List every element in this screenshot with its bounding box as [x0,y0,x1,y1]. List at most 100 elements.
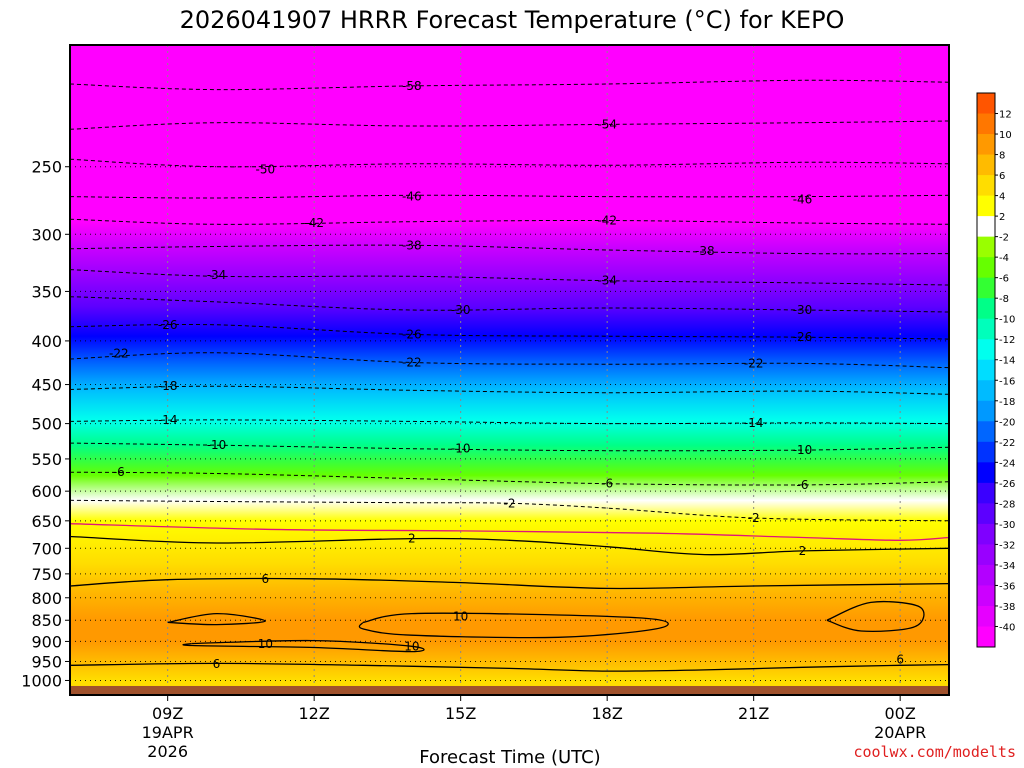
credit-text: coolwx.com/modelts [853,743,1016,761]
grid [70,45,949,695]
colorbar-tick-label: -8 [999,294,1009,305]
colorbar-swatch [977,626,995,648]
contours: -58 -54 -50 -46 -46 -42 -42 -38 -38 -34 -34 -30 -30 -… [70,79,949,672]
isotherm-contour [70,419,949,425]
contour-label: -6 [113,465,125,479]
colorbar-tick-label: 2 [999,212,1005,223]
contour-label: 2 [408,532,416,546]
pressure-tick-label: 550 [31,450,62,469]
isotherm-contour [70,535,949,556]
colorbar-swatch [977,380,995,402]
colorbar-swatch [977,216,995,238]
isotherm-contour [70,120,949,130]
contour-label: 6 [262,572,270,586]
colorbar-tick-label: -26 [999,479,1015,490]
colorbar-tick-label: -20 [999,417,1015,428]
colorbar-swatch [977,134,995,156]
contour-label: -38 [402,238,422,252]
pressure-tick-label: 250 [31,158,62,177]
contour-label: -10 [793,443,813,457]
colorbar-swatch [977,318,995,340]
isotherm-contour [358,612,669,639]
contour-label: 6 [213,657,221,671]
isotherm-contour [70,385,949,395]
colorbar-swatch [977,585,995,607]
colorbar-tick-label: -10 [999,315,1015,326]
isotherm-contour [70,218,949,225]
colorbar-swatch [977,93,995,115]
colorbar-tick-label: -32 [999,540,1015,551]
pressure-tick-label: 450 [31,376,62,395]
colorbar-tick-label: -40 [999,622,1015,633]
colorbar-swatch [977,277,995,299]
colorbar-swatch [977,421,995,443]
time-tick-label: 21Z [738,704,769,723]
time-tick-label: 20APR [874,723,926,742]
pressure-tick-label: 600 [31,482,62,501]
contour-label: -34 [597,274,617,288]
colorbar-tick-label: -24 [999,458,1015,469]
colorbar-swatch [977,359,995,381]
contour-label: 10 [404,639,419,653]
contour-label: -26 [793,330,813,344]
pressure-tick-label: 900 [31,632,62,651]
pressure-tick-label: 300 [31,225,62,244]
colorbar-swatch [977,175,995,197]
pressure-tick-label: 750 [31,565,62,584]
colorbar-swatch [977,257,995,279]
colorbar-tick-label: -22 [999,438,1015,449]
pressure-tick-label: 800 [31,589,62,608]
contour-label: -2 [748,511,760,525]
isotherm-contour [70,296,949,313]
contour-label: 10 [258,637,273,651]
colorbar-swatch [977,462,995,484]
pressure-tick-label: 1000 [21,671,62,690]
isotherm-contour [70,352,949,369]
colorbar-tick-label: -34 [999,561,1015,572]
colorbar: 12 10 8 6 4 2 -2 -4 -6 -8 -10 -12 -14 -16 -18 -20 -22 -24… [976,92,1015,648]
isotherm-contour [70,194,949,199]
contour-label: -30 [793,303,813,317]
contour-label: 6 [896,653,904,667]
colorbar-tick-label: -38 [999,602,1015,613]
colorbar-swatch [977,236,995,258]
freezing-line [70,523,949,541]
time-tick-label: 09Z [152,704,183,723]
colorbar-swatch [977,441,995,463]
time-tick-label: 19APR [142,723,194,742]
contour-label: 2 [799,544,807,558]
time-tick-label: 18Z [592,704,623,723]
colorbar-swatch [977,154,995,176]
x-axis-label: Forecast Time (UTC) [419,747,600,768]
isotherm-contour [70,269,949,286]
colorbar-swatch [977,523,995,545]
colorbar-frame [976,92,996,648]
contour-label: -42 [304,216,324,230]
plot-frame [69,44,950,696]
isotherm-contour [167,612,266,626]
colorbar-swatch [977,113,995,135]
contour-label: -58 [402,79,422,93]
pressure-axis: 250 300 350 400 450 500 550 600 650 700 750 800 850 9… [21,158,70,690]
colorbar-swatch [977,503,995,525]
isotherm-contour [70,662,949,672]
contour-label: -10 [207,438,227,452]
pressure-tick-label: 850 [31,611,62,630]
colorbar-tick-label: -2 [999,233,1009,244]
contour-label: -50 [256,163,276,177]
colorbar-tick-label: -4 [999,253,1009,264]
colorbar-tick-label: -28 [999,499,1015,510]
chart-title: 2026041907 HRRR Forecast Temperature (°C… [180,6,845,34]
colorbar-tick-label: -18 [999,397,1015,408]
isotherm-contour [70,442,949,452]
contour-label: 10 [453,610,468,624]
colorbar-tick-label: 6 [999,171,1005,182]
temperature-field [70,45,949,695]
isotherm-contour [182,639,425,653]
contour-label: -54 [597,117,617,131]
colorbar-swatch [977,400,995,422]
colorbar-swatch [977,298,995,320]
pressure-tick-label: 700 [31,539,62,558]
isotherm-contour [70,471,949,486]
